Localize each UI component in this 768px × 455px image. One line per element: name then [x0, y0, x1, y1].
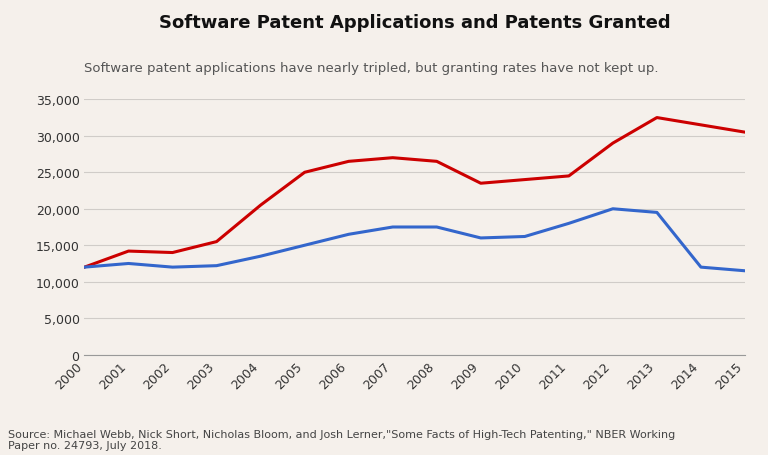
Text: Software Patent Applications and Patents Granted: Software Patent Applications and Patents…	[159, 14, 670, 31]
Text: Source: Michael Webb, Nick Short, Nicholas Bloom, and Josh Lerner,"Some Facts of: Source: Michael Webb, Nick Short, Nichol…	[8, 429, 675, 450]
Text: Software patent applications have nearly tripled, but granting rates have not ke: Software patent applications have nearly…	[84, 61, 659, 75]
